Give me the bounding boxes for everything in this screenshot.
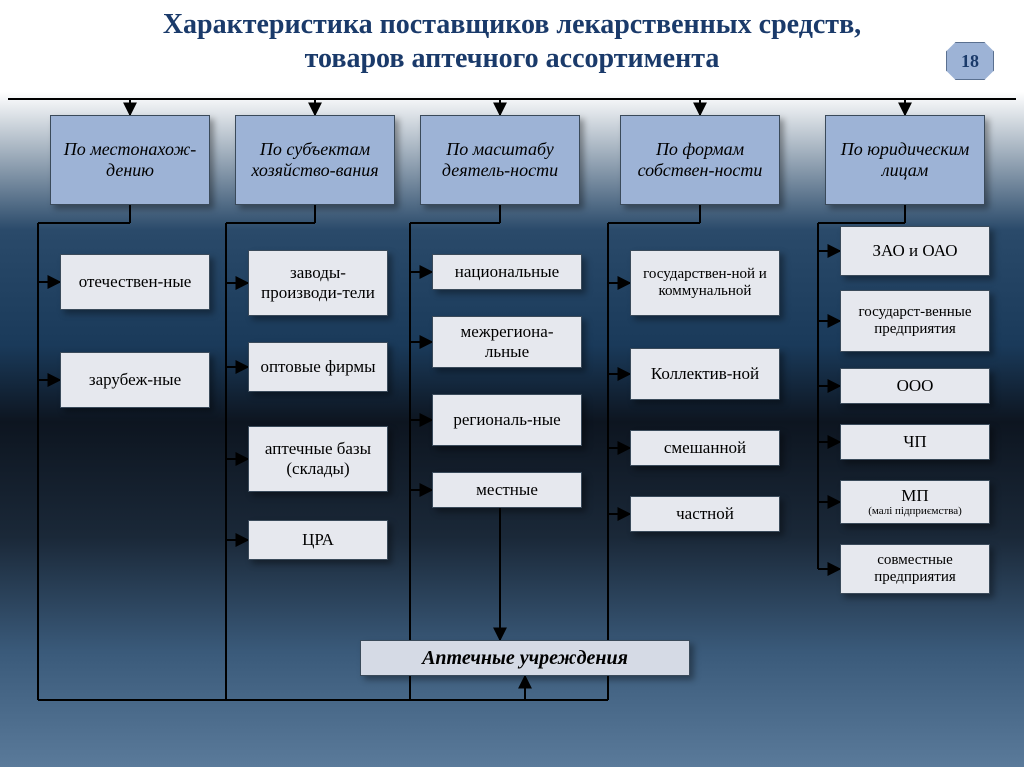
item-label: зарубеж-ные bbox=[89, 370, 181, 390]
item-box-1-3: ЦРА bbox=[248, 520, 388, 560]
category-box-4: По юридическим лицам bbox=[825, 115, 985, 205]
item-box-4-4: МП(малі підприємства) bbox=[840, 480, 990, 524]
page-title: Характеристика поставщиков лекарственных… bbox=[20, 8, 1004, 75]
item-box-2-2: региональ-ные bbox=[432, 394, 582, 446]
item-label: МП bbox=[901, 486, 928, 505]
item-box-3-3: частной bbox=[630, 496, 780, 532]
item-label: частной bbox=[676, 504, 734, 524]
item-box-0-1: зарубеж-ные bbox=[60, 352, 210, 408]
title-line-2: товаров аптечного ассортимента bbox=[305, 43, 720, 74]
category-box-0: По местонахож-дению bbox=[50, 115, 210, 205]
item-box-3-1: Коллектив-ной bbox=[630, 348, 780, 400]
item-label: региональ-ные bbox=[453, 410, 560, 430]
item-box-4-0: ЗАО и ОАО bbox=[840, 226, 990, 276]
horizontal-bar bbox=[8, 98, 1016, 100]
title-area: Характеристика поставщиков лекарственных… bbox=[0, 0, 1024, 89]
page-number-badge: 18 bbox=[946, 42, 994, 80]
category-box-3: По формам собствен-ности bbox=[620, 115, 780, 205]
item-label: ООО bbox=[897, 376, 934, 396]
footer-box: Аптечные учреждения bbox=[360, 640, 690, 676]
item-box-4-1: государст-венные предприятия bbox=[840, 290, 990, 352]
category-label: По местонахож-дению bbox=[57, 139, 203, 180]
item-label: смешанной bbox=[664, 438, 746, 458]
category-label: По формам собствен-ности bbox=[627, 139, 773, 180]
item-box-4-2: ООО bbox=[840, 368, 990, 404]
category-box-2: По масштабу деятель-ности bbox=[420, 115, 580, 205]
item-box-2-3: местные bbox=[432, 472, 582, 508]
item-label: совместные предприятия bbox=[847, 552, 983, 587]
title-line-1: Характеристика поставщиков лекарственных… bbox=[163, 9, 861, 40]
category-label: По масштабу деятель-ности bbox=[427, 139, 573, 180]
item-box-1-1: оптовые фирмы bbox=[248, 342, 388, 392]
item-label: местные bbox=[476, 480, 538, 500]
item-box-2-1: межрегиона-льные bbox=[432, 316, 582, 368]
item-box-0-0: отечествен-ные bbox=[60, 254, 210, 310]
item-box-1-2: аптечные базы (склады) bbox=[248, 426, 388, 492]
item-label: межрегиона-льные bbox=[439, 322, 575, 361]
item-label: государст-венные предприятия bbox=[847, 304, 983, 339]
item-box-4-5: совместные предприятия bbox=[840, 544, 990, 594]
item-label: аптечные базы (склады) bbox=[255, 439, 381, 478]
category-box-1: По субъектам хозяйство-вания bbox=[235, 115, 395, 205]
footer-label: Аптечные учреждения bbox=[422, 647, 628, 670]
item-label: ЧП bbox=[903, 432, 926, 452]
item-box-4-3: ЧП bbox=[840, 424, 990, 460]
item-label: ЗАО и ОАО bbox=[873, 241, 958, 261]
item-label: национальные bbox=[455, 262, 559, 282]
page-number: 18 bbox=[961, 51, 979, 72]
item-label: государствен-ной и коммунальной bbox=[637, 266, 773, 301]
item-label: заводы-производи-тели bbox=[255, 263, 381, 302]
item-box-3-2: смешанной bbox=[630, 430, 780, 466]
item-label: Коллектив-ной bbox=[651, 364, 759, 384]
item-label: ЦРА bbox=[302, 530, 334, 550]
category-label: По юридическим лицам bbox=[832, 139, 978, 180]
item-label: оптовые фирмы bbox=[260, 357, 375, 377]
item-label: отечествен-ные bbox=[79, 272, 192, 292]
item-box-1-0: заводы-производи-тели bbox=[248, 250, 388, 316]
item-sublabel: (малі підприємства) bbox=[868, 505, 962, 518]
category-label: По субъектам хозяйство-вания bbox=[242, 139, 388, 180]
item-box-2-0: национальные bbox=[432, 254, 582, 290]
item-box-3-0: государствен-ной и коммунальной bbox=[630, 250, 780, 316]
